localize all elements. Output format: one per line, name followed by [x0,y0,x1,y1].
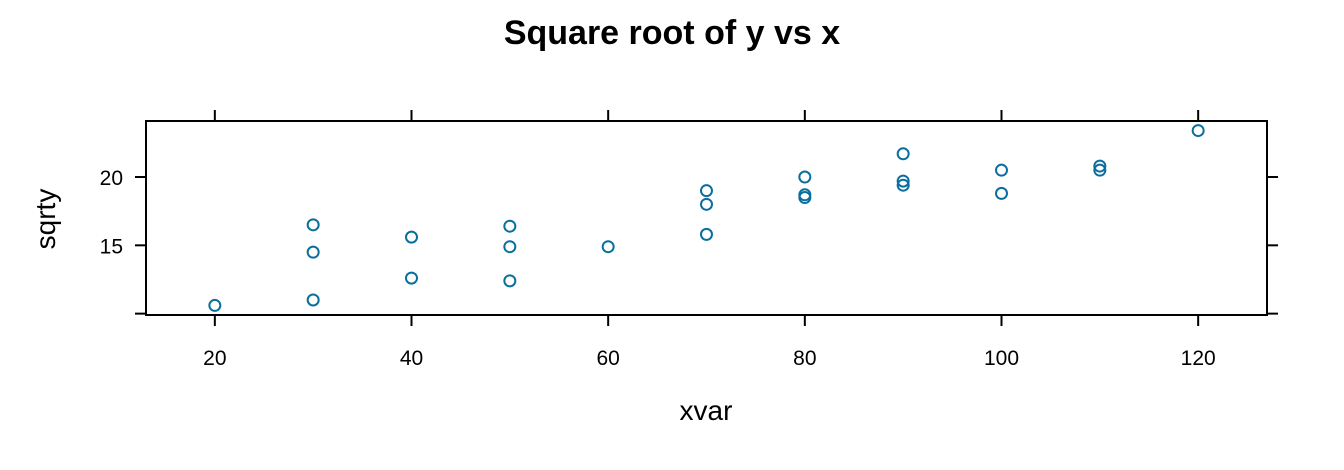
data-point [503,240,517,254]
axis-ticks: 20 40 60 80 100 120 15 20 [100,110,1278,370]
data-point [306,245,320,259]
x-tick-label: 120 [1181,347,1216,370]
x-tick-label: 20 [203,347,226,370]
y-tick-label: 15 [100,235,123,258]
data-point [503,274,517,288]
data-point [896,178,910,192]
data-point [1191,124,1205,138]
data-point [306,293,320,307]
data-point [896,147,910,161]
y-axis-label: sqrty [30,189,61,250]
data-point [208,298,222,312]
data-point [896,174,910,188]
data-point [503,219,517,233]
data-point [405,230,418,244]
data-point [306,218,320,232]
chart-title: Square root of y vs x [504,14,840,52]
x-tick-label: 80 [793,347,816,370]
plot-frame [145,120,1268,316]
data-point [798,170,812,184]
data-point [405,271,418,285]
data-point [700,227,713,241]
x-axis-label: xvar [680,395,733,426]
data-points [208,124,1205,312]
data-point [995,186,1008,200]
data-point [700,184,713,198]
data-point [798,188,812,202]
data-point [1093,163,1107,177]
y-tick-label: 20 [100,167,123,190]
x-tick-label: 40 [400,347,423,370]
data-point [995,163,1008,177]
x-tick-label: 60 [596,347,619,370]
data-point [601,240,615,254]
data-point [1093,159,1107,173]
data-point [700,197,713,211]
x-tick-label: 100 [984,347,1019,370]
